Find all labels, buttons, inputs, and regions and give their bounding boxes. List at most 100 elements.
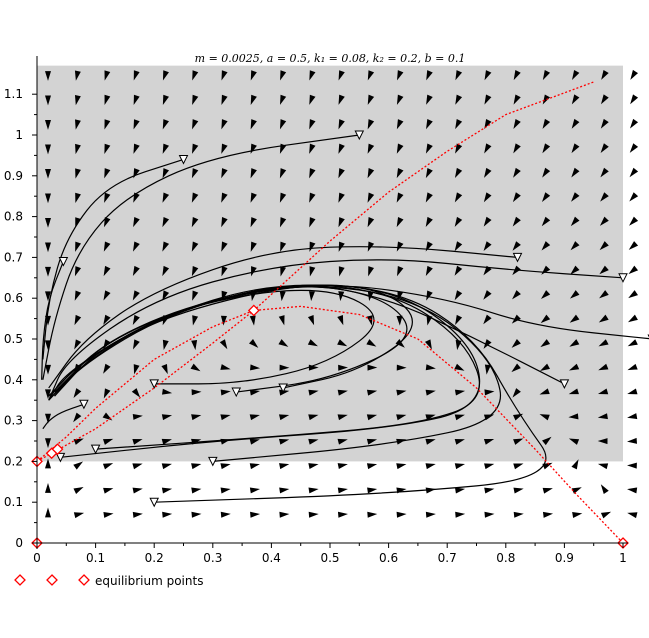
field-arrow	[454, 438, 465, 445]
field-arrow	[337, 339, 348, 347]
field-arrow	[600, 167, 609, 178]
field-arrow	[396, 94, 404, 105]
field-arrow	[396, 511, 407, 518]
field-arrow	[104, 119, 111, 130]
field-arrow	[308, 291, 315, 302]
field-arrow	[192, 315, 199, 326]
field-arrow	[454, 192, 463, 203]
field-arrow	[627, 339, 638, 347]
field-arrow	[397, 266, 404, 277]
field-arrow	[396, 463, 407, 470]
field-arrow	[396, 315, 403, 326]
field-arrow	[454, 265, 463, 276]
field-arrow	[599, 241, 609, 251]
y-tick-label: 0	[15, 536, 23, 550]
field-arrow	[597, 388, 609, 395]
legend-marker	[14, 574, 26, 586]
field-arrow	[221, 217, 228, 228]
field-arrow	[191, 414, 202, 421]
field-arrow	[309, 119, 316, 130]
field-arrow	[308, 389, 319, 396]
field-arrow	[337, 438, 348, 445]
field-arrow	[367, 511, 378, 518]
field-arrow	[192, 119, 199, 130]
field-arrow	[513, 167, 521, 178]
field-arrow	[483, 339, 492, 349]
field-arrow	[366, 389, 378, 396]
field-arrow	[570, 265, 580, 275]
field-arrow	[309, 266, 316, 277]
field-arrow	[162, 339, 169, 350]
field-arrow	[337, 315, 344, 326]
field-arrow	[45, 507, 51, 518]
field-arrow	[220, 487, 231, 494]
field-arrow	[279, 168, 287, 179]
field-arrow	[309, 70, 316, 81]
trajectory-start-marker	[512, 252, 523, 263]
trajectory-start-marker	[231, 387, 242, 398]
field-arrow	[337, 414, 348, 421]
field-arrow	[250, 119, 257, 130]
field-arrow	[627, 413, 638, 420]
field-arrow	[629, 192, 639, 202]
field-arrow	[279, 487, 290, 494]
field-arrow	[367, 168, 375, 179]
field-arrow	[249, 438, 260, 445]
field-arrow	[133, 216, 140, 228]
field-arrow	[307, 339, 318, 347]
field-arrow	[278, 339, 289, 347]
field-arrow	[627, 388, 638, 395]
field-arrow	[425, 389, 436, 396]
field-arrow	[191, 265, 199, 277]
field-arrow	[542, 143, 551, 154]
field-arrow	[191, 463, 202, 470]
field-arrow	[45, 458, 51, 469]
field-arrow	[132, 339, 140, 350]
y-tick-label: 0.4	[4, 373, 23, 387]
field-arrow	[132, 265, 140, 277]
field-arrow	[512, 290, 521, 300]
field-arrow	[103, 217, 111, 228]
trajectory-start-marker	[149, 379, 160, 389]
field-arrow	[483, 241, 492, 252]
field-arrow	[309, 192, 316, 203]
field-arrow	[162, 290, 170, 301]
y-tick-label: 0.1	[4, 495, 23, 509]
field-arrow	[454, 389, 466, 396]
field-arrow	[570, 216, 580, 227]
field-arrow	[367, 192, 375, 203]
y-tick-label: 1	[15, 128, 23, 142]
y-tick-label: 0.7	[4, 250, 23, 264]
trajectory-start-marker	[354, 130, 365, 141]
field-arrow	[103, 290, 111, 301]
field-arrow	[542, 167, 551, 178]
field-arrow	[600, 192, 609, 202]
field-arrow	[309, 143, 316, 154]
x-tick-label: 0.5	[320, 551, 339, 565]
field-arrow	[104, 168, 111, 179]
field-arrow	[104, 192, 111, 203]
field-arrow	[74, 314, 82, 326]
field-arrow	[542, 462, 553, 470]
field-arrow	[74, 290, 82, 301]
field-arrow	[161, 414, 173, 421]
field-arrow	[338, 168, 345, 179]
field-arrow	[132, 413, 143, 420]
field-arrow	[45, 438, 51, 449]
field-arrow	[600, 511, 612, 519]
field-arrow	[192, 94, 199, 105]
field-arrow	[483, 438, 495, 445]
field-arrow	[366, 463, 378, 470]
field-arrow	[513, 438, 524, 445]
field-arrow	[572, 512, 583, 518]
field-arrow	[542, 70, 551, 81]
field-arrow	[337, 511, 348, 518]
field-arrow	[250, 511, 261, 518]
field-arrow	[454, 290, 463, 301]
field-arrow	[425, 265, 433, 277]
field-arrow	[103, 265, 111, 277]
field-arrow	[541, 216, 551, 227]
field-arrow	[338, 143, 345, 154]
field-arrow	[366, 414, 378, 421]
field-arrow	[133, 70, 140, 81]
